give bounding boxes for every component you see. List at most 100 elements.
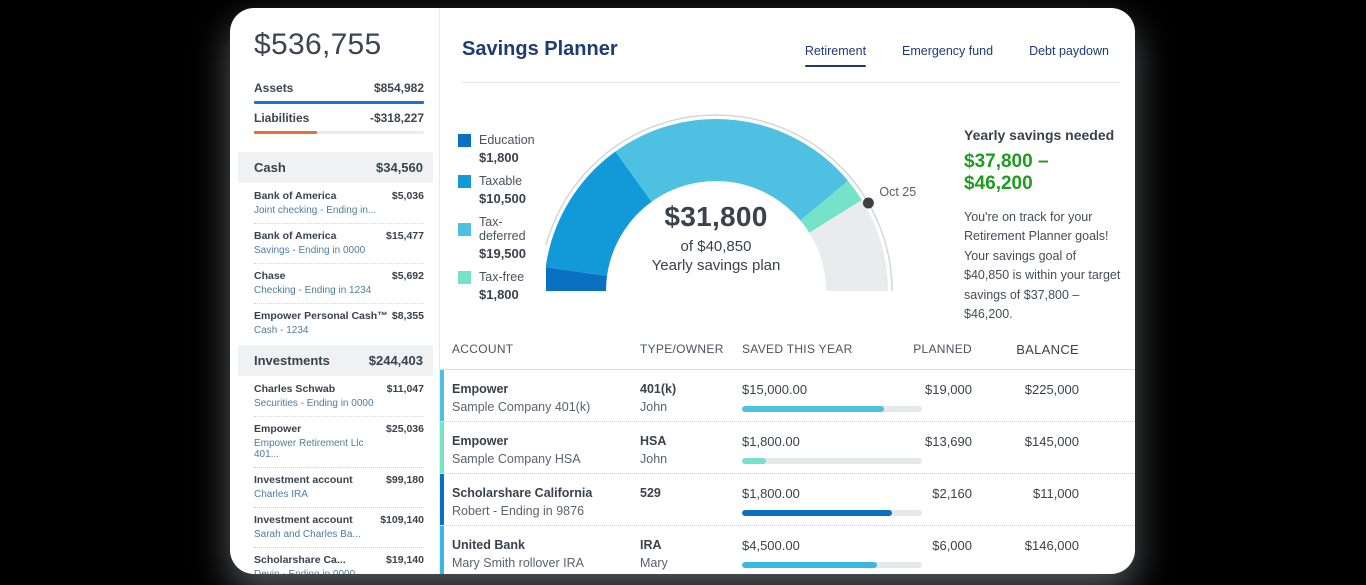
liabilities-bar-fill (254, 131, 318, 134)
sidebar-account-row[interactable]: Chase Checking - Ending in 1234 $5,692 (254, 264, 424, 304)
account-subtitle: Cash - 1234 (254, 325, 309, 336)
table-body: Empower Sample Company 401(k) 401(k) Joh… (440, 370, 1135, 574)
today-marker-dot (862, 197, 874, 209)
row-account-type: HSA (640, 434, 667, 449)
row-balance: $225,000 (1024, 382, 1079, 398)
row-owner: John (640, 452, 668, 467)
gauge-segment-tax-free (800, 180, 862, 234)
savings-gauge: Oct 25 $31,800 of $40,850 Yearly savings… (546, 95, 938, 299)
table-row[interactable]: United Bank Mary Smith rollover IRA IRA … (440, 526, 1135, 574)
row-saved-value: $1,800.00 (742, 486, 800, 502)
sidebar-account-row[interactable]: Charles Schwab Securities - Ending in 00… (254, 377, 424, 417)
account-balance: $99,180 (386, 474, 424, 486)
row-balance: $11,000 (1032, 486, 1079, 502)
sidebar-account-row[interactable]: Bank of America Joint checking - Ending … (254, 184, 424, 224)
gauge-outer-ring (546, 114, 893, 292)
tab-debt-paydown[interactable]: Debt paydown (1029, 44, 1109, 58)
savings-needed-range: $37,800 – $46,200 (964, 151, 1049, 194)
account-subtitle: Savings - Ending in 0000 (254, 245, 366, 256)
savings-needed-panel: Yearly savings needed $37,800 – $46,200 … (938, 83, 1135, 324)
legend-label: Tax-free (479, 270, 525, 284)
account-subtitle: Checking - Ending in 1234 (254, 285, 372, 296)
sidebar-account-row[interactable]: Bank of America Savings - Ending in 0000… (254, 224, 424, 264)
row-account-subtitle: Sample Company HSA (452, 452, 581, 467)
account-name: Bank of America (254, 230, 337, 242)
gauge-chart: Oct 25 (546, 114, 916, 293)
progress-bar (742, 458, 922, 465)
sidebar-section-header[interactable]: Investments $244,403 (238, 345, 433, 376)
row-planned-value: $6,000 (932, 538, 972, 554)
account-name: Bank of America (254, 190, 337, 202)
section-label: Cash (254, 160, 286, 175)
tab-emergency-fund[interactable]: Emergency fund (902, 44, 994, 58)
gauge-legend: Education $1,800 Taxable $10,500 Tax-def… (458, 83, 546, 311)
tab-retirement[interactable]: Retirement (805, 44, 866, 67)
assets-value: $854,982 (373, 81, 424, 95)
legend-item: Tax-free $1,800 (458, 270, 546, 302)
table-row[interactable]: Scholarshare California Robert - Ending … (440, 474, 1135, 527)
account-name: Empower Personal Cash™ (254, 310, 388, 322)
legend-item: Education $1,800 (458, 133, 546, 165)
account-name: Chase (254, 270, 286, 282)
liabilities-bar (254, 131, 424, 134)
page-title: Savings Planner (462, 38, 618, 60)
sidebar-account-row[interactable]: Empower Personal Cash™ Cash - 1234 $8,35… (254, 304, 424, 343)
row-account-name: Empower (452, 434, 509, 449)
sidebar-account-row[interactable]: Investment account Sarah and Charles Ba.… (254, 508, 424, 548)
legend-value: $19,500 (479, 246, 526, 261)
account-subtitle: Charles IRA (254, 489, 308, 500)
account-subtitle: Empower Retirement Llc 401... (254, 438, 364, 460)
sidebar-account-row[interactable]: Scholarshare Ca... Devin - Ending in 000… (254, 548, 424, 574)
legend-item: Tax-deferred $19,500 (458, 215, 546, 261)
legend-label: Education (479, 133, 535, 147)
account-balance: $25,036 (386, 423, 424, 435)
accounts-table: ACCOUNT TYPE/OWNER SAVED THIS YEAR PLANN… (440, 342, 1135, 574)
account-balance: $109,140 (380, 514, 424, 526)
row-saved-value: $15,000.00 (742, 382, 808, 398)
sidebar-section-header[interactable]: Cash $34,560 (238, 152, 433, 183)
sidebar-account-row[interactable]: Investment account Charles IRA $99,180 (254, 468, 424, 508)
gauge-track (808, 199, 888, 293)
col-saved: SAVED THIS YEAR (742, 342, 853, 357)
legend-swatch (458, 222, 471, 236)
account-name: Empower (254, 423, 302, 435)
liabilities-value: -$318,227 (369, 111, 424, 125)
row-saved-value: $1,800.00 (742, 434, 800, 450)
table-row[interactable]: Empower Sample Company HSA HSA John $1,8… (440, 422, 1135, 475)
progress-bar-fill (742, 510, 892, 517)
progress-bar-fill (742, 406, 885, 413)
savings-needed-heading: Yearly savings needed (964, 127, 1115, 143)
sidebar-account-row[interactable]: Empower Empower Retirement Llc 401... $2… (254, 417, 424, 468)
gauge-value: $31,800 (664, 201, 768, 232)
gauge-segment-education (546, 267, 608, 292)
account-balance: $19,140 (386, 554, 424, 566)
legend-label: Taxable (479, 174, 523, 188)
section-total: $244,403 (368, 353, 423, 368)
account-subtitle: Securities - Ending in 0000 (254, 398, 374, 409)
row-accent-bar (440, 422, 444, 474)
account-subtitle: Devin - Ending in 0000 (254, 569, 355, 574)
planner-tabs: Retirement Emergency fund Debt paydown (805, 38, 1109, 67)
table-row[interactable]: Empower Sample Company 401(k) 401(k) Joh… (440, 370, 1135, 423)
row-account-name: Empower (452, 382, 509, 397)
net-worth-total: $536,755 (254, 28, 382, 61)
row-accent-bar (440, 370, 444, 422)
legend-item: Taxable $10,500 (458, 174, 546, 206)
gauge-segment-tax-deferred (615, 119, 848, 222)
account-name: Charles Schwab (254, 383, 336, 395)
assets-label: Assets (254, 81, 294, 95)
row-planned-value: $2,160 (932, 486, 972, 502)
row-balance: $146,000 (1024, 538, 1079, 554)
gauge-segment-taxable (546, 151, 653, 277)
today-marker-label: Oct 25 (879, 185, 916, 199)
col-account: ACCOUNT (452, 342, 514, 357)
sidebar-section: Cash $34,560 Bank of America Joint check… (238, 152, 433, 345)
legend-swatch (458, 270, 471, 284)
account-subtitle: Sarah and Charles Ba... (254, 529, 361, 540)
net-worth-sidebar: $536,755 Assets $854,982 Liabilities -$3… (230, 8, 440, 574)
row-accent-bar (440, 526, 444, 574)
liabilities-summary: Liabilities -$318,227 (254, 104, 424, 134)
gauge-goal: of $40,850 (680, 238, 752, 255)
progress-bar-fill (742, 562, 877, 569)
assets-bar (254, 101, 424, 104)
